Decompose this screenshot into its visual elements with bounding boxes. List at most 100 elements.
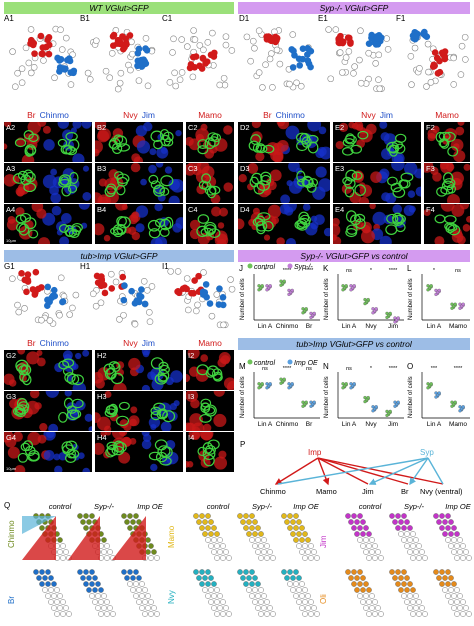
q-row-label-jim: Jim bbox=[319, 535, 328, 548]
q-col-header: Imp OE bbox=[445, 502, 471, 511]
q-cell bbox=[457, 537, 463, 543]
q-cell bbox=[369, 537, 375, 543]
q-cell bbox=[410, 611, 416, 617]
data-point bbox=[290, 382, 294, 386]
q-cell bbox=[60, 543, 66, 549]
micrograph-tile: H2 bbox=[95, 350, 183, 390]
q-cell bbox=[299, 581, 305, 587]
q-cell bbox=[296, 543, 302, 549]
q-cell bbox=[439, 569, 445, 575]
q-cell bbox=[92, 587, 98, 593]
q-cell bbox=[54, 587, 60, 593]
q-cell bbox=[48, 599, 54, 605]
q-cell bbox=[255, 581, 261, 587]
q-cell bbox=[208, 519, 214, 525]
q-cell bbox=[255, 537, 261, 543]
q-cell bbox=[110, 611, 116, 617]
q-cell bbox=[305, 549, 311, 555]
micrograph-tile: E3 bbox=[333, 163, 421, 203]
q-cell bbox=[401, 537, 407, 543]
q-cell bbox=[454, 587, 460, 593]
panel-label: C3 bbox=[188, 164, 198, 173]
q-row-label-br: Br bbox=[7, 596, 16, 604]
q-cell bbox=[127, 581, 133, 587]
q-cell bbox=[448, 519, 454, 525]
q-cell bbox=[142, 599, 148, 605]
q-cell bbox=[145, 593, 151, 599]
q-cell bbox=[363, 581, 369, 587]
q-cell bbox=[413, 605, 419, 611]
data-point bbox=[453, 400, 457, 404]
q-cell bbox=[454, 543, 460, 549]
q-cell bbox=[205, 581, 211, 587]
svg-text:Imp OE: Imp OE bbox=[294, 360, 318, 367]
channel-header: Nvy Jim bbox=[95, 338, 183, 349]
q-cell bbox=[302, 611, 308, 617]
channel-header: Mamo bbox=[186, 110, 234, 121]
q-cell bbox=[448, 531, 454, 537]
q-cell bbox=[205, 525, 211, 531]
q-cell bbox=[130, 519, 136, 525]
q-cell bbox=[148, 611, 154, 617]
q-cell bbox=[89, 581, 95, 587]
panel-label: A4 bbox=[6, 205, 16, 214]
panel-label: B4 bbox=[97, 205, 107, 214]
data-point bbox=[304, 400, 308, 404]
data-point bbox=[352, 284, 356, 288]
q-row-label-oli: Oli bbox=[319, 594, 328, 604]
q-cell bbox=[416, 555, 422, 561]
q-cell bbox=[302, 555, 308, 561]
data-point bbox=[396, 400, 400, 404]
micrograph-tile: E2 bbox=[333, 122, 421, 162]
q-cell bbox=[360, 575, 366, 581]
q-cell bbox=[299, 605, 305, 611]
q-cell bbox=[345, 569, 351, 575]
q-cell bbox=[154, 611, 160, 617]
q-cell bbox=[401, 581, 407, 587]
q-cell bbox=[42, 575, 48, 581]
q-cell bbox=[211, 581, 217, 587]
x-tick-label: Chinmo bbox=[276, 421, 299, 428]
q-cell bbox=[258, 531, 264, 537]
panel-label: E4 bbox=[335, 205, 345, 214]
q-cell bbox=[133, 513, 139, 519]
sig-label: **** bbox=[389, 268, 398, 274]
q-cell bbox=[39, 581, 45, 587]
q-cell bbox=[357, 581, 363, 587]
channel-label-mamo: Mamo bbox=[198, 338, 222, 348]
q-cell bbox=[404, 519, 410, 525]
q-cell bbox=[445, 569, 451, 575]
sig-label: * bbox=[370, 268, 373, 274]
q-cell bbox=[86, 519, 92, 525]
q-cell bbox=[148, 555, 154, 561]
q-cell bbox=[302, 587, 308, 593]
data-point bbox=[304, 307, 308, 311]
micrograph-tile: I4 bbox=[186, 432, 234, 472]
q-cell bbox=[419, 605, 425, 611]
q-cell bbox=[357, 513, 363, 519]
q-col-header: control bbox=[359, 502, 382, 511]
micrograph-tile: A4 10μm bbox=[4, 204, 92, 244]
q-cell bbox=[360, 543, 366, 549]
q-cell bbox=[205, 593, 211, 599]
q-cell bbox=[130, 575, 136, 581]
channel-label-nvy: Nvy bbox=[123, 338, 138, 348]
data-point bbox=[268, 382, 272, 386]
data-point bbox=[388, 409, 392, 414]
panel-label: G4 bbox=[6, 433, 17, 442]
q-cell bbox=[287, 581, 293, 587]
q-cell bbox=[398, 519, 404, 525]
q-cell bbox=[63, 605, 69, 611]
channel-label-chinmo: Chinmo bbox=[39, 338, 69, 348]
q-cell bbox=[104, 543, 110, 549]
data-point bbox=[461, 302, 465, 306]
q-cell bbox=[202, 531, 208, 537]
q-cell bbox=[363, 549, 369, 555]
sig-label: **** bbox=[283, 268, 292, 274]
q-cell bbox=[395, 525, 401, 531]
q-cell bbox=[293, 513, 299, 519]
q-cell bbox=[296, 599, 302, 605]
q-cell bbox=[208, 599, 214, 605]
panel-label-d1: D1 bbox=[239, 14, 250, 23]
q-cell bbox=[433, 513, 439, 519]
